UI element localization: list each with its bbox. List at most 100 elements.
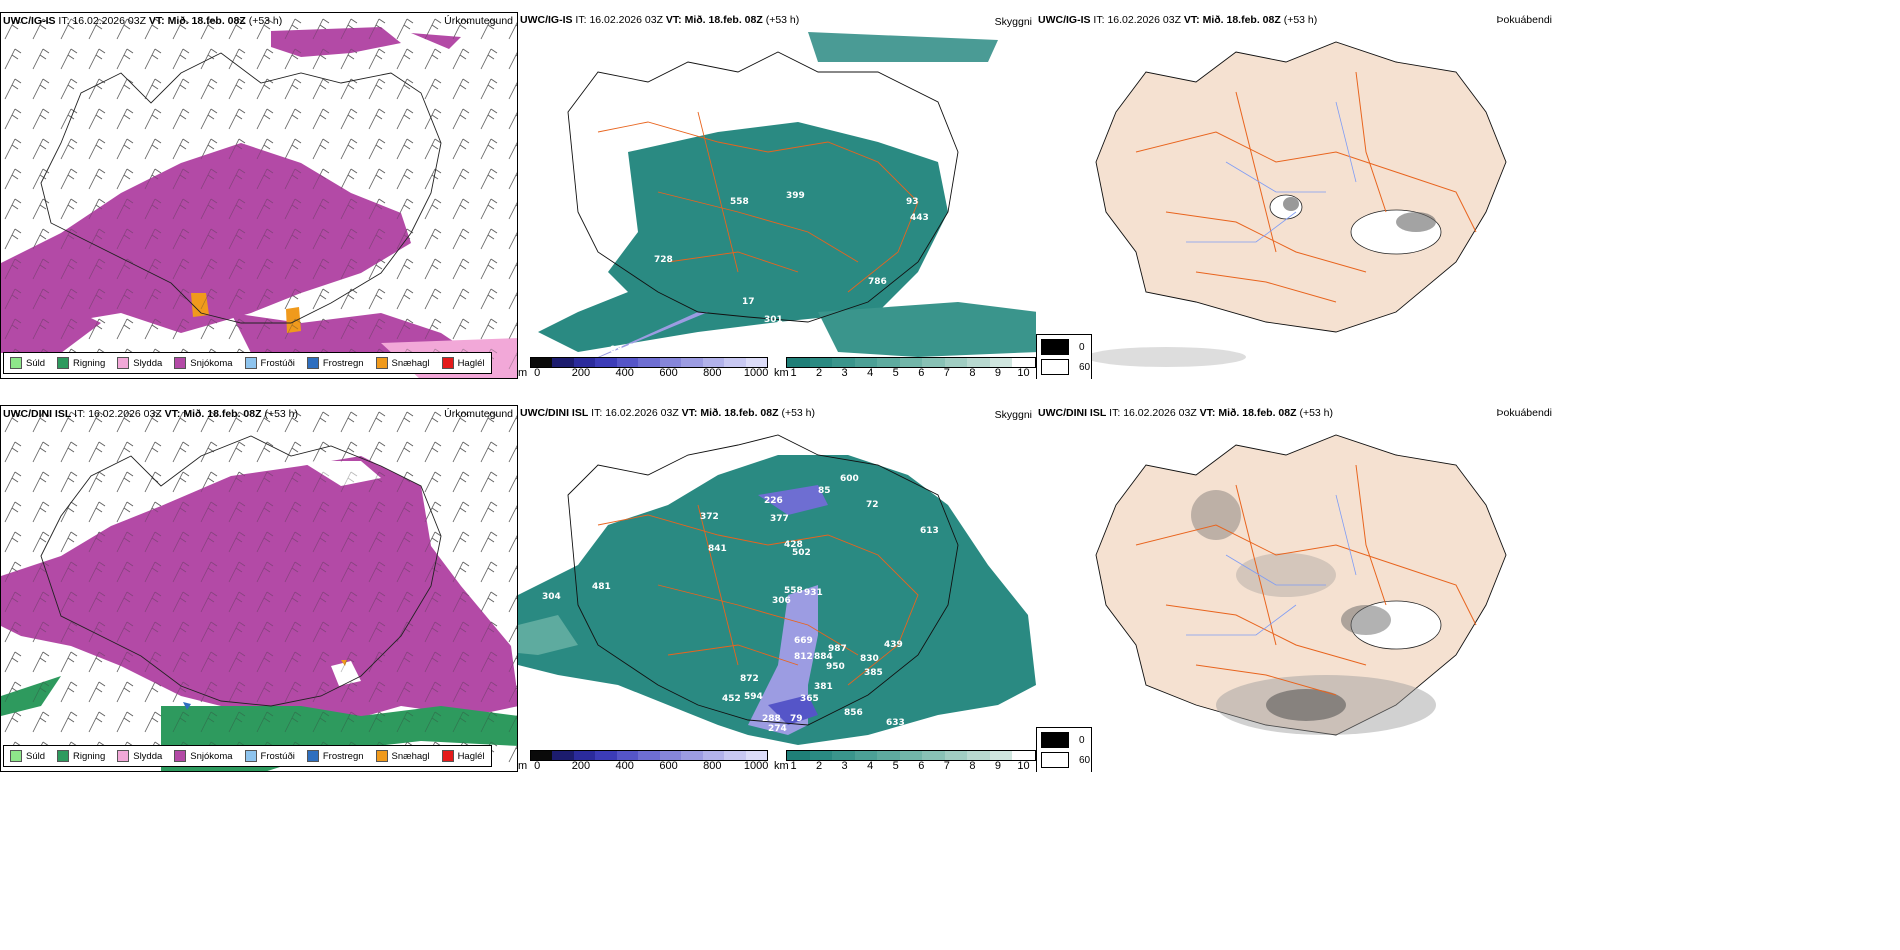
visibility-value-label: 428 [784, 540, 803, 550]
vt-label: VT: Mið. 18.feb. 08Z [148, 15, 246, 27]
colorbar-cell [832, 751, 855, 760]
visibility-value-label: 931 [804, 588, 823, 598]
colorbar-cell [724, 358, 746, 367]
colorbar-cell [616, 751, 639, 760]
colorbar-cell [638, 751, 660, 760]
legend-item-4: Frostúði [244, 357, 295, 369]
colorbar-cell [745, 751, 767, 760]
visibility-value-label: 301 [764, 315, 783, 325]
colorbar-cell [854, 751, 878, 760]
vt-label: VT: Mið. 18.feb. 08Z [1183, 14, 1281, 26]
visibility-value-label: 872 [740, 674, 759, 684]
legend-label: Snjókoma [190, 357, 233, 369]
fog-legend-label: 60 [1079, 754, 1091, 766]
visibility-value-label: 613 [920, 526, 939, 536]
legend-swatch [306, 750, 319, 762]
legend-swatch [441, 750, 454, 762]
it-label: IT: [58, 15, 70, 27]
colorbar-cell [1012, 751, 1036, 760]
colorbar-km: km 1 2 3 4 5 6 7 8 9 10 [774, 357, 1036, 379]
legend-label: Frostúði [260, 750, 295, 762]
colorbar-cell [854, 358, 878, 367]
colorbar-tick: 1 [790, 760, 797, 772]
colorbar-tick: 0 [534, 367, 541, 379]
visibility-value-label: 884 [814, 652, 833, 662]
vt-label: VT: Mið. 18.feb. 08Z [681, 407, 779, 419]
visibility-value-label: 786 [868, 277, 887, 287]
fog-map-r1 [1086, 41, 1507, 367]
colorbar-cell [989, 358, 1013, 367]
colorbar-cell [899, 358, 923, 367]
fog-panel-r2: UWC/DINI ISL IT: 16.02.2026 03Z VT: Mið.… [1036, 405, 1556, 772]
colorbar-unit: km [774, 760, 789, 772]
colorbar-tick: 1000 [743, 367, 769, 379]
it-value: 16.02.2026 03Z [1107, 14, 1181, 26]
visibility-value-label: 385 [864, 668, 883, 678]
colorbar-cell [899, 751, 923, 760]
visibility-value-label: 669 [794, 636, 813, 646]
colorbar-tick: 3 [841, 760, 848, 772]
colorbar-cell [832, 358, 855, 367]
colorbar-tick: 7 [943, 367, 950, 379]
colorbar-cell [922, 358, 945, 367]
legend-item-6: Snæhagl [375, 357, 430, 369]
precip-header-r1: UWC/IG-IS IT: 16.02.2026 03Z VT: Mið. 18… [3, 15, 282, 27]
colorbar-km: km 1 2 3 4 5 6 7 8 9 10 [774, 750, 1036, 772]
colorbar-unit: km [774, 367, 789, 379]
visibility-value-label: 226 [764, 496, 783, 506]
colorbar-tick: 4 [867, 367, 874, 379]
visibility-value-label: 443 [910, 213, 929, 223]
legend-swatch [57, 750, 70, 762]
colorbar-tick: 800 [703, 760, 722, 772]
legend-item-0: Súld [10, 357, 45, 369]
it-value: 16.02.2026 03Z [605, 407, 679, 419]
colorbar-cell [944, 358, 968, 367]
visibility-value-label: 594 [744, 692, 763, 702]
colorbar-cell [1012, 358, 1036, 367]
visibility-value-label: 439 [884, 640, 903, 650]
colorbar-tick: 3 [841, 367, 848, 379]
it-value: 16.02.2026 03Z [72, 15, 146, 27]
panel-title: Úrkomutegund [444, 15, 513, 27]
lead-time: (+53 h) [781, 407, 816, 419]
colorbar-cell [702, 751, 725, 760]
visibility-value-label: 558 [784, 586, 803, 596]
colorbar-cell [724, 751, 746, 760]
it-label: IT: [575, 14, 587, 26]
legend-label: Slydda [133, 750, 163, 762]
panel-title: Þokuábendi [1496, 407, 1552, 419]
model-name: UWC/IG-IS [520, 14, 573, 26]
colorbar-tick: 1000 [743, 760, 769, 772]
legend-item-5: Frostregn [306, 357, 364, 369]
legend-label: Snæhagl [391, 357, 430, 369]
fog-legend-swatch [1041, 339, 1069, 355]
colorbar-tick: 600 [659, 760, 678, 772]
visibility-value-label: 728 [654, 255, 673, 265]
colorbar-cell [809, 751, 833, 760]
colorbar-cell [638, 358, 660, 367]
colorbar-tick: 400 [615, 367, 634, 379]
colorbar-tick: 7 [943, 760, 950, 772]
colorbar-cell [681, 358, 703, 367]
panel-title: Þokuábendi [1496, 14, 1552, 26]
legend-item-4: Frostúði [244, 750, 295, 762]
colorbar-strip [786, 750, 1036, 761]
visibility-map-r1: 558 399 728 93 443 786 17 301 93 80 [538, 32, 1036, 362]
visibility-value-label: 365 [800, 694, 819, 704]
visibility-value-label: 600 [840, 474, 859, 484]
visibility-value-label: 288 [762, 714, 781, 724]
it-value: 16.02.2026 03Z [589, 14, 663, 26]
model-name: UWC/DINI ISL [520, 407, 589, 419]
legend-swatch [10, 357, 22, 369]
legend-item-2: Slydda [117, 750, 162, 762]
legend-item-7: Haglél [441, 357, 485, 369]
precip-panel-r2: UWC/DINI ISL IT: 16.02.2026 03Z VT: Mið.… [0, 405, 518, 772]
legend-swatch [375, 750, 388, 762]
it-label: IT: [1109, 407, 1121, 419]
colorbar-tick: 400 [615, 760, 634, 772]
visibility-value-label: 17 [742, 297, 755, 307]
legend-swatch [306, 357, 319, 369]
visibility-value-label: 306 [772, 596, 791, 606]
fog-legend-label: 0 [1079, 341, 1085, 353]
colorbar-tick: 4 [867, 760, 874, 772]
